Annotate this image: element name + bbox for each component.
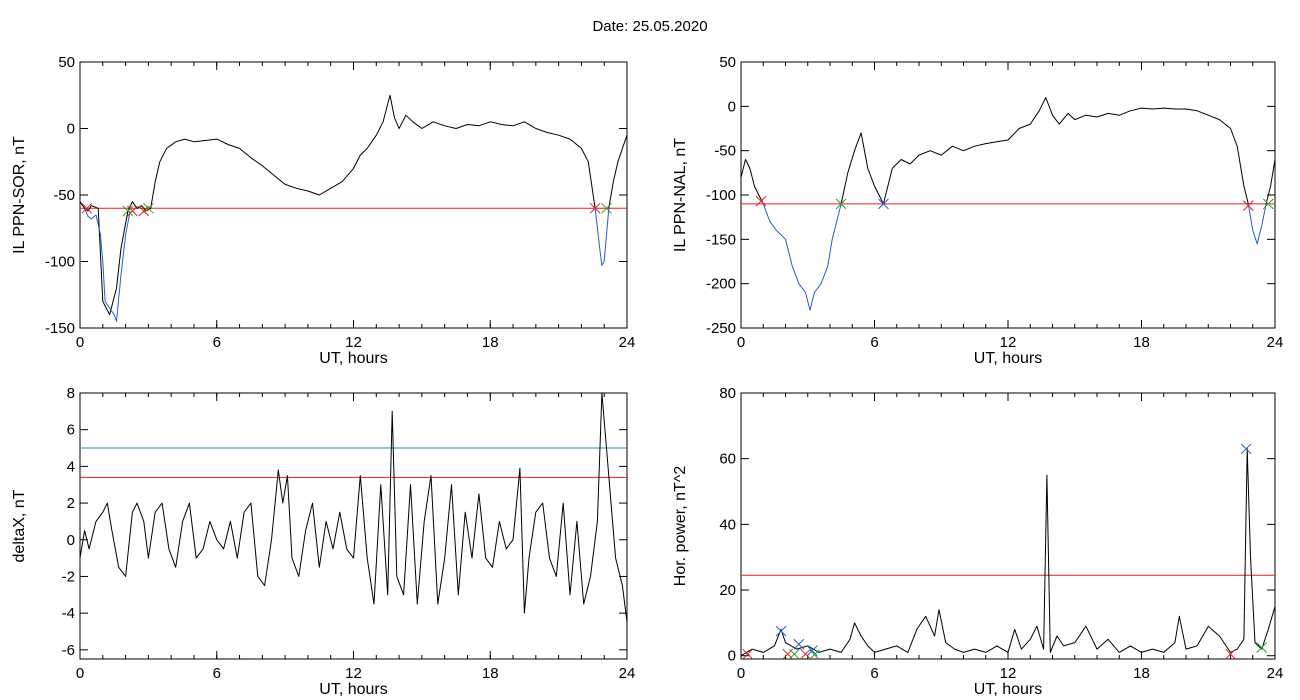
x-tick-label: 24 [1267,665,1284,682]
y-tick-label: -50 [714,143,736,160]
y-axis-label: Hor. power, nT^2 [672,466,689,587]
event-marker [1242,200,1254,211]
event-marker [800,648,811,659]
y-axis-label: IL PPN-SOR, nT [11,136,28,254]
y-axis-label: deltaX, nT [11,489,28,562]
x-axis-label: UT, hours [974,350,1042,367]
event-marker [793,638,805,650]
series-line [762,203,842,311]
y-tick-label: 8 [67,385,75,402]
y-tick-label: 0 [728,98,736,115]
series-line [1247,203,1267,245]
event-marker [81,202,93,214]
series-line [608,135,627,209]
event-marker [775,625,787,637]
y-tick-label: -150 [706,231,736,248]
y-tick-label: 6 [67,422,75,439]
series-line [594,208,610,266]
event-marker [127,205,138,217]
x-tick-label: 6 [870,334,878,351]
x-tick-label: 18 [1133,334,1150,351]
plot-area [80,94,627,322]
event-marker [789,648,800,659]
series-line [741,159,764,205]
chart-panel-1: 0 6 12 18 24 -150 -100 -50 0 50 UT, hours IL PPN-SO… [11,54,635,367]
series-line [741,448,1275,657]
event-marker [1256,642,1268,653]
event-marker [1225,648,1236,659]
y-tick-label: -250 [706,320,736,337]
y-tick-label: -6 [62,642,75,659]
x-tick-label: 0 [76,665,84,682]
x-axis-label: UT, hours [319,350,387,367]
x-tick-label: 6 [213,665,221,682]
x-axis-label: UT, hours [319,681,387,698]
plot-frame [79,61,628,329]
y-tick-label: -100 [706,187,736,204]
series-line [80,393,627,623]
x-tick-label: 24 [619,334,636,351]
series-line [882,97,1249,205]
event-marker [589,202,601,214]
event-marker [809,649,820,659]
event-marker [1262,198,1274,210]
plot-area [741,443,1275,659]
x-tick-label: 6 [870,665,878,682]
y-tick-label: 20 [719,582,736,599]
x-axis-label: UT, hours [974,681,1042,698]
x-tick-label: 0 [76,334,84,351]
plot-frame [79,392,628,660]
y-tick-label: -100 [45,254,75,271]
chart-panel-4: 0 6 12 18 24 0 20 40 60 80 UT, hours Hor. power, nT… [672,385,1283,698]
event-marker [742,648,754,659]
y-tick-label: 4 [67,458,75,475]
y-tick-label: 0 [67,532,75,549]
y-tick-label: -4 [62,605,75,622]
x-tick-label: 18 [482,334,499,351]
chart-panel-2: 0 6 12 18 24 -250 -200 -150 -100 -50 0 50 UT, hours I… [672,54,1283,367]
plot-frame [740,61,1276,329]
x-tick-label: 12 [1000,665,1017,682]
event-marker [835,198,847,210]
plot-area [741,97,1275,311]
series-line [84,208,131,322]
x-tick-label: 24 [619,665,636,682]
page-title: Date: 25.05.2020 [592,18,708,35]
y-tick-label: -50 [53,187,75,204]
x-tick-label: 18 [482,665,499,682]
y-tick-label: -2 [62,568,75,585]
y-tick-label: -150 [45,320,75,337]
series-line [1265,159,1275,205]
event-marker [1240,443,1252,455]
y-tick-label: 0 [728,648,736,665]
y-tick-label: 50 [719,54,736,71]
event-marker [755,195,767,207]
event-marker [143,202,154,214]
y-tick-label: 0 [67,121,75,138]
x-tick-label: 12 [345,334,362,351]
x-tick-label: 6 [213,334,221,351]
x-tick-label: 18 [1133,665,1150,682]
y-tick-label: 60 [719,451,736,468]
event-marker [122,205,134,217]
y-tick-label: 50 [58,54,75,71]
x-tick-label: 12 [1000,334,1017,351]
x-tick-label: 0 [737,665,745,682]
y-tick-label: 80 [719,385,736,402]
x-tick-label: 24 [1267,334,1284,351]
plot-frame [740,392,1276,660]
x-tick-label: 12 [345,665,362,682]
y-tick-label: -200 [706,276,736,293]
x-tick-label: 0 [737,334,745,351]
series-line [840,132,884,205]
series-line [80,94,596,316]
event-marker [601,202,612,214]
plot-area [80,393,627,623]
event-marker [878,198,889,210]
y-tick-label: 2 [67,495,75,512]
y-axis-label: IL PPN-NAL, nT [672,138,689,252]
y-tick-label: 40 [719,516,736,533]
